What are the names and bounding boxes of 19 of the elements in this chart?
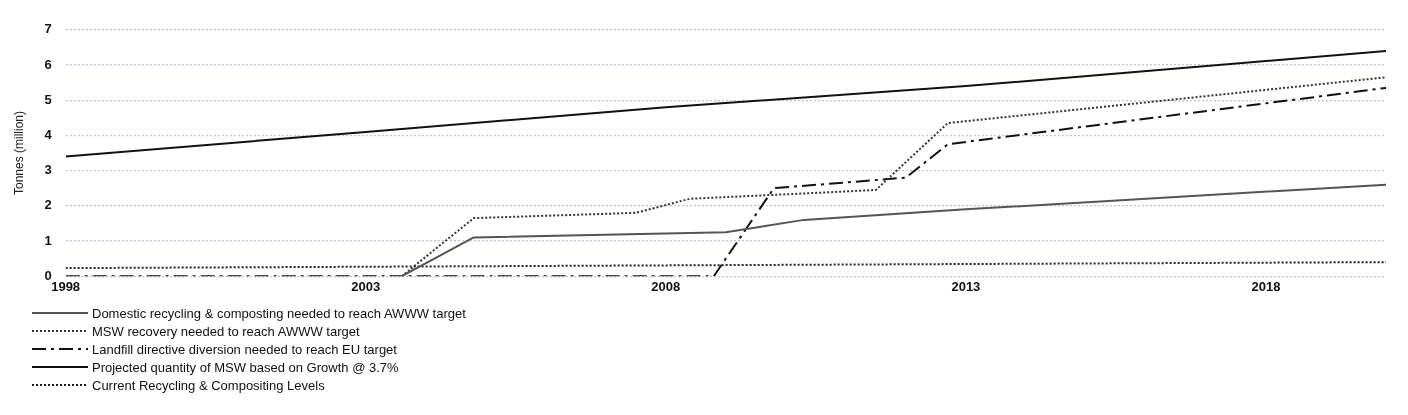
legend-label: Projected quantity of MSW based on Growth @ 3.7% (92, 359, 399, 375)
y-axis-title: Tonnes (million) (11, 110, 26, 196)
y-tick-label: 7 (44, 21, 52, 37)
y-tick-label: 5 (44, 91, 52, 107)
y-tick-label: 0 (44, 267, 52, 283)
x-tick-label: 2018 (1251, 278, 1281, 294)
y-tick-label: 1 (44, 232, 52, 248)
legend-label: Domestic recycling & composting needed to reach AWWW target (92, 305, 466, 321)
y-tick-label: 4 (44, 126, 53, 142)
y-tick-label: 2 (44, 197, 52, 213)
legend-label: Current Recycling & Compositing Levels (92, 377, 325, 393)
y-tick-label: 3 (44, 162, 52, 178)
legend-label: MSW recovery needed to reach AWWW target (92, 323, 360, 339)
legend-label: Landfill directive diversion needed to reach EU target (92, 341, 397, 357)
x-tick-label: 2013 (951, 278, 981, 294)
y-tick-label: 6 (44, 56, 52, 72)
x-tick-label: 2003 (351, 278, 381, 294)
x-tick-label: 1998 (51, 278, 81, 294)
x-tick-label: 2008 (651, 278, 681, 294)
